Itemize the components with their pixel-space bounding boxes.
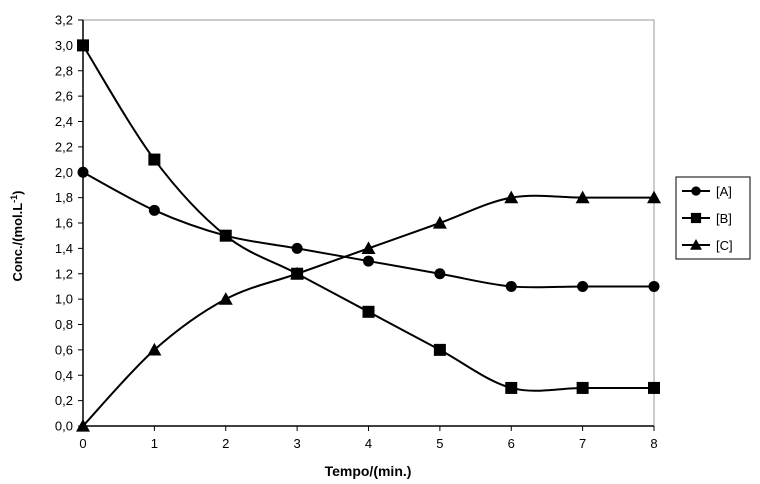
data-point-b bbox=[433, 343, 446, 356]
x-tick-label: 6 bbox=[508, 436, 515, 451]
y-tick-label: 3,2 bbox=[55, 13, 73, 28]
series-c bbox=[76, 190, 661, 432]
data-point-c bbox=[647, 190, 661, 204]
legend-label-c: [C] bbox=[716, 238, 733, 253]
plot-area bbox=[82, 19, 655, 427]
data-point-a bbox=[577, 280, 589, 292]
x-axis-title: Tempo/(min.) bbox=[325, 463, 412, 479]
x-tick-label: 8 bbox=[650, 436, 657, 451]
series-a bbox=[77, 166, 660, 292]
series-b bbox=[77, 39, 660, 394]
y-tick-label: 1,8 bbox=[55, 190, 73, 205]
x-tick-label: 3 bbox=[294, 436, 301, 451]
series-line-a bbox=[82, 171, 654, 289]
y-axis-title-main: Conc./(mol.L bbox=[10, 203, 25, 282]
series-line-b bbox=[82, 44, 654, 392]
data-point-a bbox=[363, 255, 374, 267]
x-tick-label: 0 bbox=[79, 436, 86, 451]
legend-marker-c bbox=[690, 239, 702, 250]
legend: [A] [B] [C] bbox=[675, 176, 751, 260]
y-tick-label: 2,8 bbox=[55, 63, 73, 78]
x-tick-label: 5 bbox=[436, 436, 443, 451]
data-point-c bbox=[361, 241, 376, 254]
legend-label-b: [B] bbox=[716, 211, 732, 226]
data-point-b bbox=[219, 229, 232, 242]
y-tick-label: 0,8 bbox=[55, 317, 73, 332]
legend-marker-b bbox=[690, 212, 702, 224]
data-point-b bbox=[148, 153, 161, 166]
y-tick-label: 0,2 bbox=[55, 393, 73, 408]
data-point-a bbox=[648, 280, 660, 292]
data-point-b bbox=[362, 305, 375, 318]
y-tick-label: 2,4 bbox=[55, 114, 73, 129]
data-point-b bbox=[505, 381, 518, 394]
data-point-c bbox=[432, 216, 447, 229]
plot-frame bbox=[82, 19, 655, 427]
data-point-b bbox=[77, 39, 89, 52]
data-point-b bbox=[576, 381, 589, 394]
y-tick-label: 0,0 bbox=[55, 419, 73, 434]
x-tick-label: 7 bbox=[579, 436, 586, 451]
data-point-a bbox=[77, 166, 89, 178]
data-point-b bbox=[648, 381, 660, 394]
y-axis-ticks: 0,0 0,2 0,4 0,6 0,8 1,0 1,2 1,4 1,6 1,8 2,0 2,2 2,4 2… bbox=[55, 13, 83, 434]
y-tick-label: 2,0 bbox=[55, 165, 73, 180]
data-point-c bbox=[76, 419, 90, 432]
y-axis-title-superscript: -1 bbox=[9, 195, 19, 203]
y-tick-label: 1,0 bbox=[55, 292, 73, 307]
data-point-c bbox=[147, 342, 162, 356]
x-tick-label: 1 bbox=[151, 436, 158, 451]
y-tick-label: 1,6 bbox=[55, 216, 73, 231]
data-point-c bbox=[218, 292, 233, 305]
data-point-a bbox=[434, 268, 446, 280]
data-point-c bbox=[504, 190, 519, 204]
legend-marker-a bbox=[691, 186, 701, 196]
y-tick-label: 0,6 bbox=[55, 342, 73, 357]
x-axis-ticks: 0 1 2 3 4 5 6 7 8 bbox=[79, 426, 658, 451]
y-tick-label: 1,2 bbox=[55, 266, 73, 281]
y-tick-label: 0,4 bbox=[55, 368, 73, 383]
y-tick-label: 2,6 bbox=[55, 89, 73, 104]
y-tick-label: 2,2 bbox=[55, 139, 73, 154]
y-axis-title: Conc./(mol.L-1) bbox=[9, 190, 25, 281]
data-point-a bbox=[148, 204, 160, 216]
y-axis-title-suffix: ) bbox=[10, 190, 25, 194]
data-point-c bbox=[290, 266, 305, 280]
series-layer bbox=[76, 39, 661, 432]
y-tick-label: 1,4 bbox=[55, 241, 73, 256]
y-tick-label: 3,0 bbox=[55, 38, 73, 53]
data-point-a bbox=[291, 242, 303, 254]
x-tick-label: 2 bbox=[222, 436, 229, 451]
legend-label-a: [A] bbox=[716, 184, 732, 199]
data-point-a bbox=[505, 280, 517, 292]
x-tick-label: 4 bbox=[365, 436, 372, 451]
data-point-c bbox=[575, 190, 590, 204]
